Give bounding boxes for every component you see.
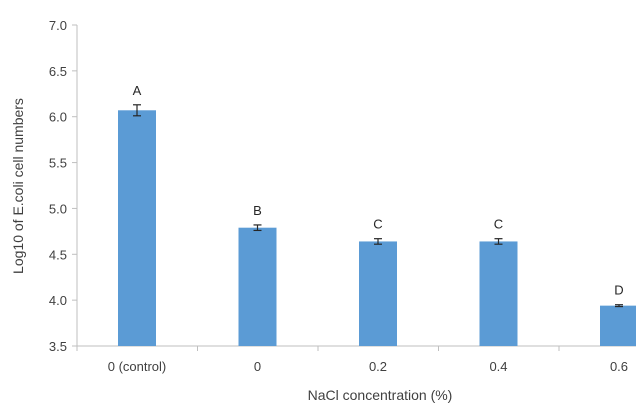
x-tick-labels: 0 (control) 0 0.2 0.4 0.6 bbox=[108, 359, 628, 374]
y-tick-labels: 3.5 4.0 4.5 5.0 5.5 6.0 6.5 7.0 bbox=[49, 18, 67, 354]
error-bar bbox=[615, 304, 623, 308]
y-tick-label: 5.0 bbox=[49, 201, 67, 216]
error-bar bbox=[374, 238, 382, 245]
group-letter: C bbox=[373, 217, 382, 232]
group-letter: B bbox=[253, 203, 262, 218]
x-tick-label: 0.4 bbox=[489, 359, 507, 374]
bar bbox=[118, 110, 156, 347]
bar bbox=[359, 241, 397, 346]
group-letters: A B C C D bbox=[133, 83, 624, 298]
bar bbox=[600, 305, 636, 346]
y-tick-label: 4.5 bbox=[49, 247, 67, 262]
y-tick-label: 5.5 bbox=[49, 156, 67, 171]
y-tick-label: 6.5 bbox=[49, 64, 67, 79]
x-tick-label: 0 (control) bbox=[108, 359, 167, 374]
bars-group bbox=[118, 110, 636, 347]
y-tick-label: 7.0 bbox=[49, 18, 67, 33]
group-letter: D bbox=[614, 283, 623, 298]
y-tick-label: 3.5 bbox=[49, 339, 67, 354]
axes bbox=[72, 24, 636, 351]
group-letter: C bbox=[494, 217, 503, 232]
y-axis-title: Log10 of E.coli cell numbers bbox=[10, 98, 26, 274]
error-bar bbox=[253, 224, 262, 232]
error-bars-group bbox=[133, 104, 623, 308]
x-tick-label: 0.2 bbox=[369, 359, 387, 374]
y-tick-label: 4.0 bbox=[49, 293, 67, 308]
x-axis-title: NaCl concentration (%) bbox=[308, 387, 453, 403]
x-tick-label: 0.6 bbox=[610, 359, 628, 374]
error-bar bbox=[133, 104, 141, 117]
bar bbox=[479, 241, 518, 346]
error-bar bbox=[494, 238, 503, 245]
group-letter: A bbox=[133, 83, 142, 98]
y-tick-label: 6.0 bbox=[49, 110, 67, 125]
bar bbox=[238, 227, 277, 346]
x-tick-label: 0 bbox=[254, 359, 261, 374]
